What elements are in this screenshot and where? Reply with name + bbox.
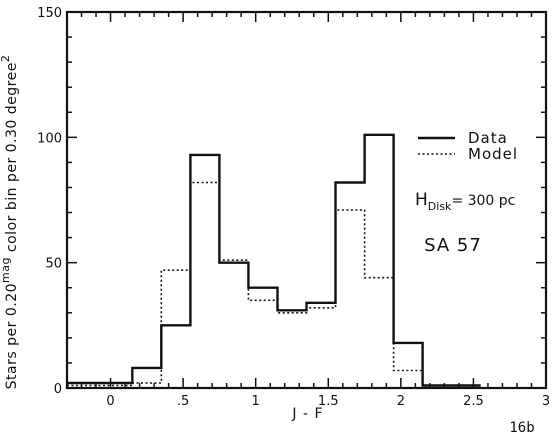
x-tick-label: 1 bbox=[252, 394, 260, 409]
legend-label-model: Model bbox=[468, 145, 518, 163]
x-tick-label: 1.5 bbox=[318, 394, 339, 409]
series-lines bbox=[67, 133, 481, 387]
plot-border bbox=[65, 10, 548, 390]
x-tick-label: 2.5 bbox=[463, 394, 484, 409]
scale-height-value: = 300 pc bbox=[451, 193, 515, 209]
axis-tick-labels: 0 .5 1 1.5 2 2.5 3 0 50 100 150 bbox=[37, 6, 550, 409]
y-axis-title: Stars per 0.20mag color bin per 0.30 deg… bbox=[0, 55, 20, 390]
plot-frame bbox=[65, 10, 548, 390]
scale-height-symbol: H bbox=[415, 190, 428, 210]
x-tick-label: 0 bbox=[106, 394, 114, 409]
x-tick-label: 2 bbox=[397, 394, 405, 409]
legend-label-data: Data bbox=[468, 129, 508, 147]
field-annotation: SA 57 bbox=[424, 235, 482, 256]
y-tick-label: 0 bbox=[54, 382, 62, 397]
scale-height-subscript: Disk bbox=[428, 200, 452, 213]
figure-label: 16b bbox=[509, 420, 534, 436]
x-tick-label: .5 bbox=[177, 394, 189, 409]
y-axis-title-part-b: color bin per 0.30 degree bbox=[4, 62, 20, 257]
y-axis-title-sup-2: 2 bbox=[0, 55, 12, 63]
y-axis-title-sup-mag: mag bbox=[0, 257, 12, 283]
y-axis-title-part-a: Stars per 0.20 bbox=[4, 283, 20, 389]
y-tick-label: 50 bbox=[45, 257, 62, 272]
data-histogram-line bbox=[67, 133, 481, 387]
model-histogram-line bbox=[67, 181, 481, 387]
x-tick-label: 3 bbox=[542, 394, 550, 409]
scale-height-annotation: HDisk= 300 pc bbox=[415, 190, 515, 213]
x-axis-title: J - F bbox=[291, 406, 323, 422]
axis-ticks bbox=[67, 11, 547, 389]
y-tick-label: 100 bbox=[37, 131, 62, 146]
y-tick-label: 150 bbox=[37, 6, 62, 21]
